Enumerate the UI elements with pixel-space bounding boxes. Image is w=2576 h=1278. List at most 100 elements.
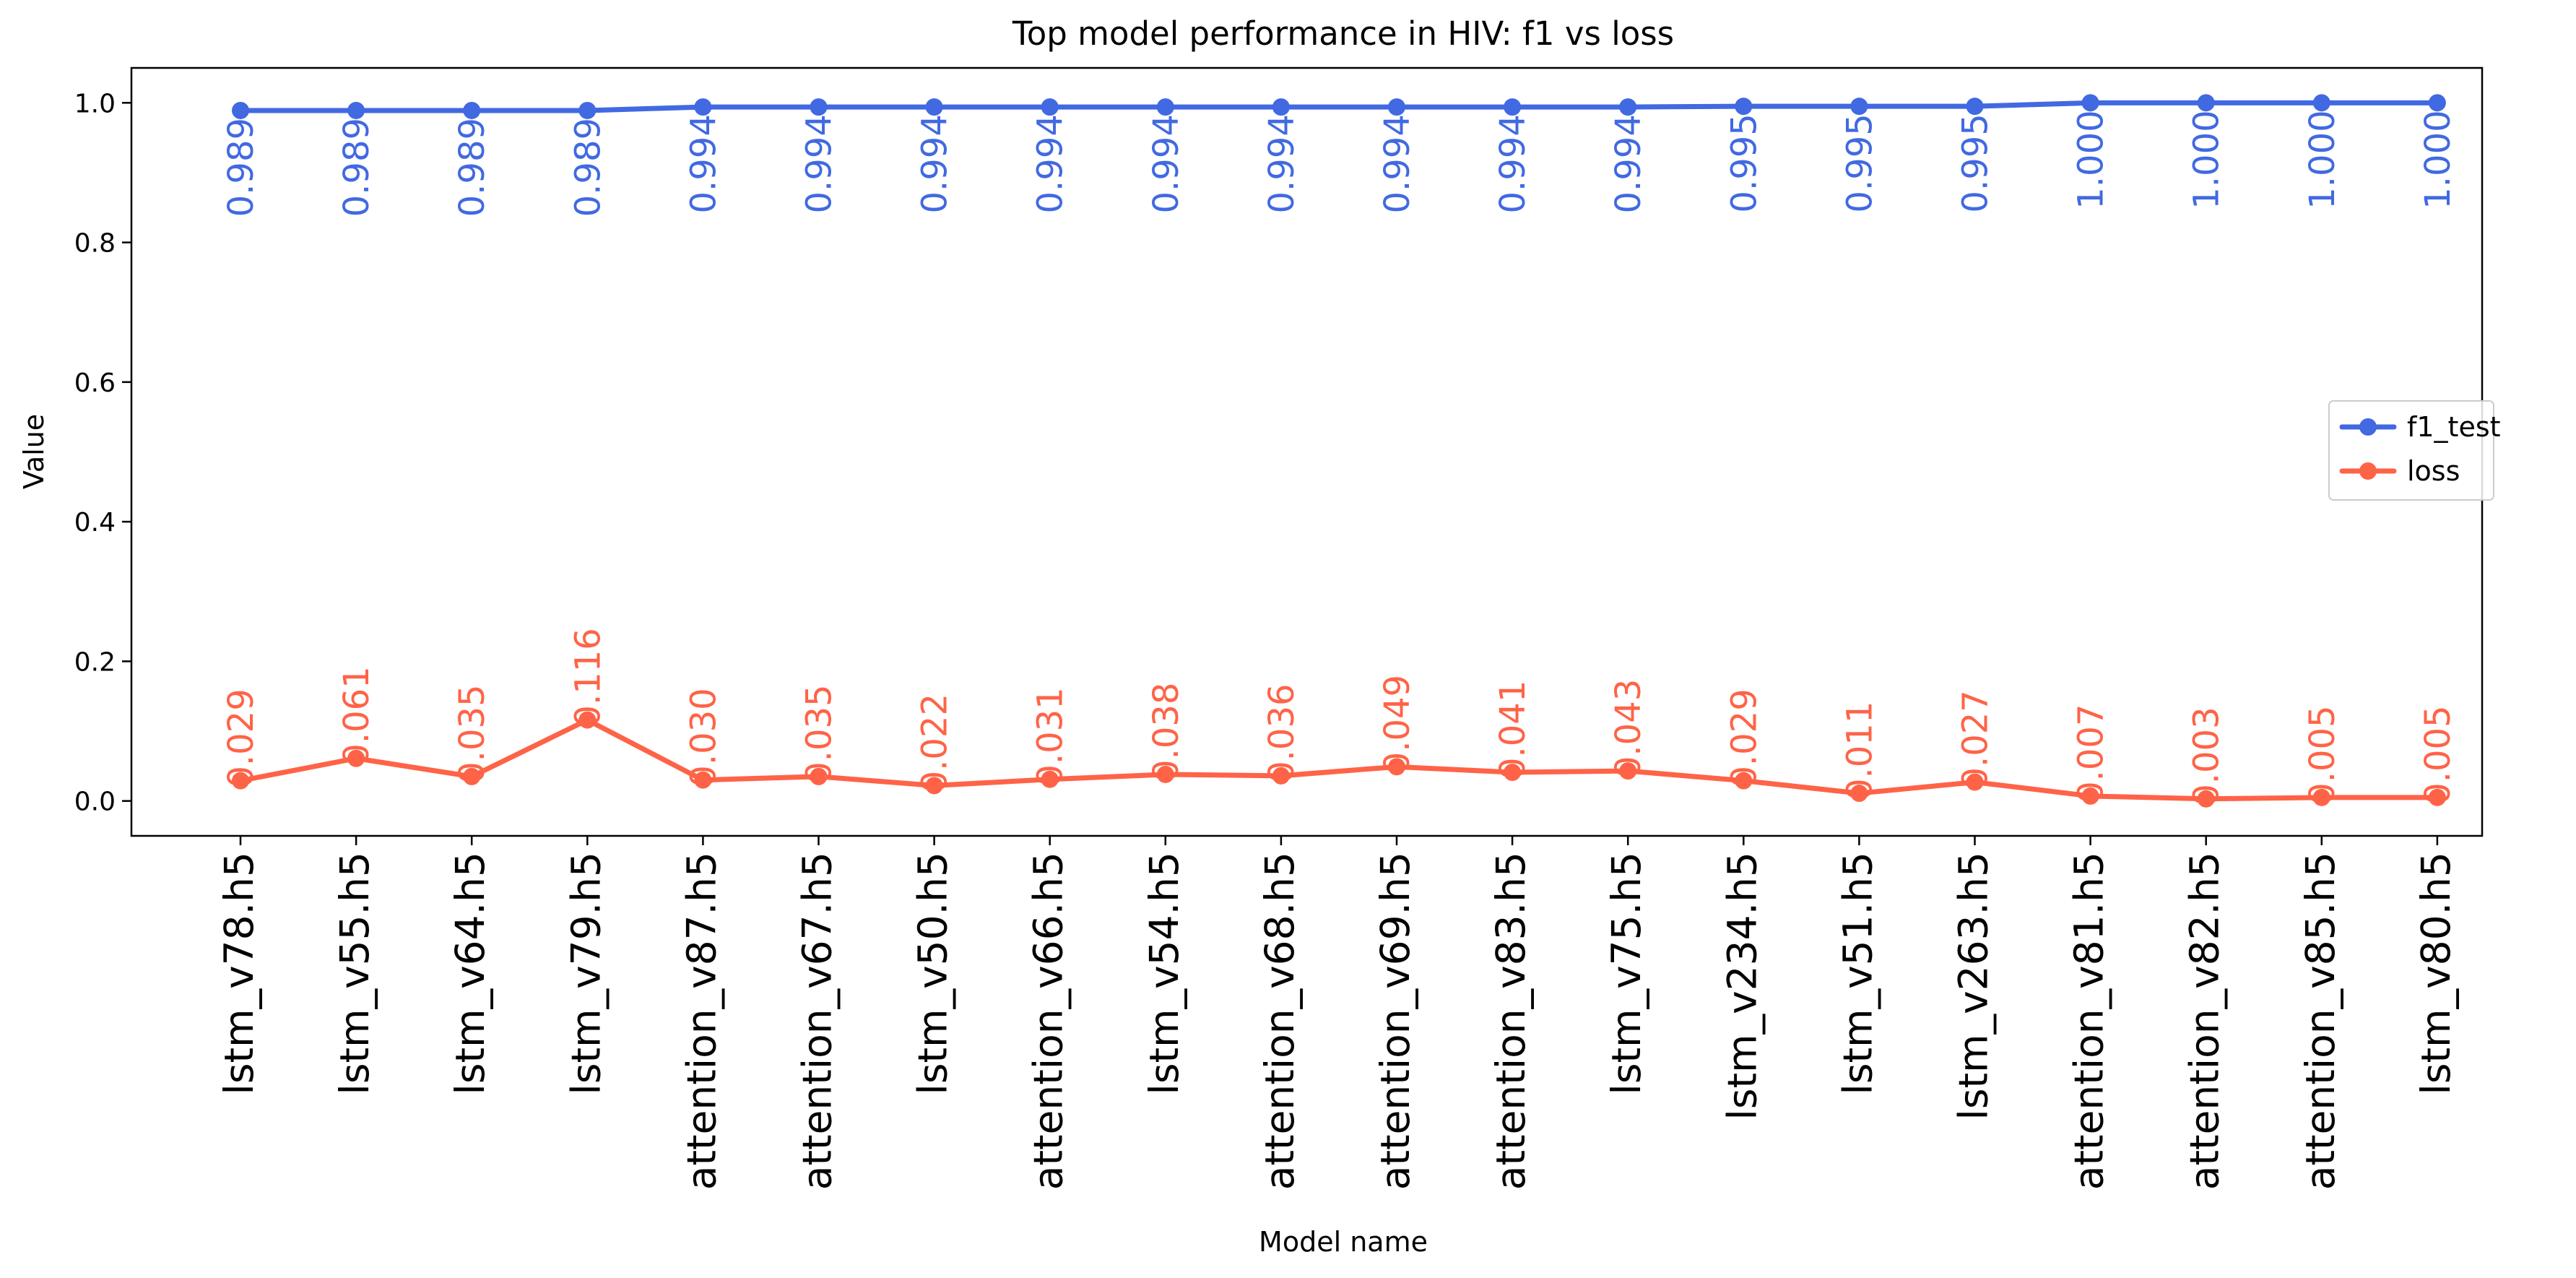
data-label: 0.049 (1377, 675, 1418, 774)
data-label: 0.994 (1262, 114, 1302, 213)
data-label: 0.035 (799, 684, 840, 783)
data-label: 1.000 (2418, 110, 2458, 209)
x-tick-label: attention_v87.h5 (678, 852, 724, 1190)
x-tick-label: attention_v81.h5 (2066, 852, 2112, 1190)
data-point (463, 101, 481, 119)
x-tick-label: lstm_v54.h5 (1141, 852, 1187, 1094)
data-point (1388, 98, 1405, 116)
data-label: 0.030 (683, 688, 724, 787)
data-point (2428, 94, 2446, 112)
x-tick-label: lstm_v263.h5 (1951, 852, 1997, 1120)
data-label: 0.043 (1608, 679, 1649, 778)
data-point (2428, 788, 2446, 806)
data-point (1504, 764, 1522, 782)
data-label: 0.061 (337, 666, 377, 765)
data-label: 0.994 (1608, 114, 1649, 213)
data-label: 1.000 (2071, 110, 2112, 209)
data-point (1272, 767, 1290, 785)
data-point (2081, 94, 2099, 112)
x-tick-label: lstm_v79.h5 (563, 852, 609, 1094)
data-label: 0.038 (1146, 683, 1187, 782)
x-tick-label: lstm_v75.h5 (1603, 852, 1649, 1094)
data-point (1735, 772, 1753, 790)
data-point (810, 98, 828, 116)
x-tick-label: attention_v67.h5 (794, 852, 841, 1190)
data-label: 1.000 (2302, 110, 2343, 209)
data-point (1619, 762, 1637, 780)
series-line-loss (238, 717, 2440, 802)
data-point (232, 772, 249, 790)
data-label: 0.031 (1031, 687, 1071, 786)
data-label: 0.041 (1493, 681, 1533, 780)
data-point (925, 777, 943, 795)
data-point (1156, 98, 1174, 116)
x-tick-label: attention_v68.h5 (1257, 852, 1303, 1190)
data-point (1850, 98, 1868, 116)
data-label: 0.011 (1839, 701, 1880, 800)
data-label: 1.000 (2187, 110, 2227, 209)
x-tick-label: lstm_v234.h5 (1719, 852, 1765, 1120)
data-label: 0.989 (337, 118, 377, 217)
data-point (2081, 787, 2099, 805)
data-label: 0.994 (1493, 114, 1533, 213)
data-point (694, 98, 712, 116)
data-point (1388, 758, 1405, 776)
x-tick-label: attention_v66.h5 (1025, 852, 1072, 1190)
data-point (1041, 770, 1059, 788)
data-label: 0.116 (568, 628, 608, 727)
data-label: 0.022 (915, 694, 955, 793)
data-label: 0.005 (2418, 705, 2458, 804)
data-label: 0.007 (2071, 704, 2112, 803)
data-label: 0.989 (221, 118, 261, 217)
data-label: 0.994 (1377, 114, 1418, 213)
data-point (2197, 94, 2215, 112)
x-axis-label: Model name (1259, 1226, 1428, 1258)
data-label: 0.029 (221, 688, 261, 787)
data-point (694, 771, 712, 789)
series-line-f1_test (238, 100, 2440, 113)
y-axis-label: Value (18, 414, 50, 489)
data-label: 0.035 (452, 684, 493, 783)
legend-label: loss (2407, 455, 2460, 487)
data-point (1619, 98, 1637, 116)
data-point (810, 767, 828, 785)
plot-area: 0.0 0.2 0.4 0.6 0.8 1.0 lstm_v78.h5 lstm_v55.h5… (74, 89, 2459, 1190)
data-label: 0.994 (915, 114, 955, 213)
legend-marker (2359, 418, 2377, 436)
data-point (2312, 788, 2330, 806)
chart-title: Top model performance in HIV: f1 vs loss (1012, 14, 1674, 53)
data-point (2197, 790, 2215, 808)
data-point (578, 101, 597, 119)
data-point (347, 749, 365, 767)
y-tick-label: 1.0 (74, 89, 116, 118)
data-point (1156, 765, 1174, 783)
y-tick-label: 0.8 (74, 229, 116, 259)
data-point (2312, 94, 2330, 112)
data-label: 0.994 (683, 114, 724, 213)
legend-label: f1_test (2407, 411, 2501, 443)
data-label: 0.027 (1956, 690, 1996, 789)
data-label: 0.994 (1031, 114, 1071, 213)
data-point (1272, 98, 1290, 116)
x-tick-label: attention_v85.h5 (2297, 852, 2343, 1190)
y-tick-label: 0.4 (74, 508, 116, 537)
data-label: 0.994 (1146, 114, 1187, 213)
data-label: 0.989 (452, 118, 493, 217)
x-tick-label: attention_v69.h5 (1372, 852, 1418, 1190)
data-point (347, 101, 365, 119)
x-tick-label: attention_v82.h5 (2182, 852, 2228, 1190)
data-point (925, 98, 943, 116)
data-point (1041, 98, 1059, 116)
data-point (463, 767, 481, 785)
data-label: 0.995 (1839, 113, 1880, 212)
data-point (232, 101, 249, 119)
data-label: 0.005 (2302, 705, 2343, 804)
x-tick-label: lstm_v80.h5 (2413, 852, 2459, 1094)
data-point (1850, 785, 1868, 803)
data-label: 0.029 (1724, 688, 1764, 787)
x-tick-label: lstm_v50.h5 (910, 852, 956, 1094)
data-label: 0.036 (1262, 683, 1302, 782)
x-tick-label: lstm_v55.h5 (331, 852, 378, 1094)
x-tick-label: attention_v83.h5 (1488, 852, 1534, 1190)
